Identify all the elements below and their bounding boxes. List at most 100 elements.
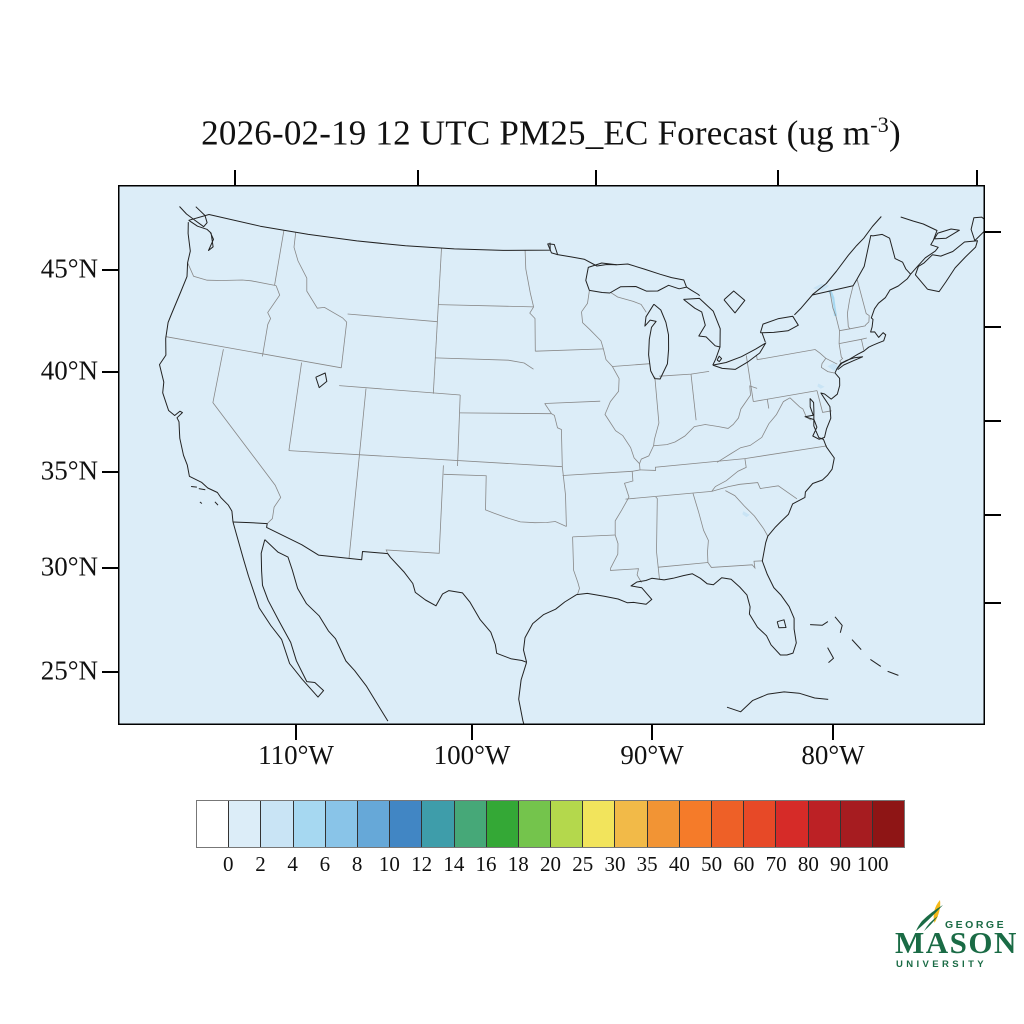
state-border bbox=[358, 388, 367, 460]
right-tick bbox=[985, 602, 1001, 604]
coastline bbox=[811, 216, 882, 296]
colorbar-cell bbox=[261, 801, 294, 847]
coastline bbox=[232, 521, 527, 663]
colorbar-cell bbox=[518, 801, 552, 847]
state-border bbox=[659, 371, 710, 377]
lake-outline bbox=[716, 355, 723, 363]
colorbar-cell bbox=[454, 801, 487, 847]
coastline bbox=[518, 662, 528, 725]
lat-tick bbox=[102, 671, 118, 673]
map-panel bbox=[118, 185, 985, 725]
state-border bbox=[839, 337, 867, 344]
state-border bbox=[288, 362, 302, 451]
colorbar-cell bbox=[229, 801, 262, 847]
coastline bbox=[810, 621, 829, 626]
coastline bbox=[794, 233, 911, 316]
state-border bbox=[348, 459, 360, 559]
state-border bbox=[432, 248, 442, 394]
state-border bbox=[789, 397, 812, 421]
lon-tick bbox=[651, 725, 653, 740]
map-background bbox=[118, 185, 985, 725]
state-border bbox=[753, 390, 818, 402]
colorbar-cell bbox=[712, 801, 745, 847]
colorbar-cell bbox=[679, 801, 712, 847]
state-border bbox=[459, 412, 552, 415]
colorbar-tick-label: 0 bbox=[222, 852, 234, 876]
top-tick bbox=[976, 170, 978, 185]
colorbar-tick-label: 30 bbox=[604, 852, 626, 876]
coastline bbox=[726, 691, 829, 713]
colorbar-cell bbox=[583, 801, 616, 847]
coastline bbox=[232, 521, 325, 698]
coastline bbox=[827, 647, 834, 663]
lake-outline bbox=[712, 342, 767, 370]
state-border bbox=[856, 279, 870, 322]
state-border bbox=[544, 403, 552, 414]
colorbar-tick-label: 18 bbox=[507, 852, 529, 876]
colorbar-tick-label: 35 bbox=[636, 852, 658, 876]
lake-outline bbox=[776, 619, 787, 629]
state-border bbox=[653, 376, 660, 446]
gmu-swoosh-icon bbox=[916, 900, 943, 931]
state-border bbox=[212, 349, 282, 524]
colorbar-tick-label: 50 bbox=[701, 852, 723, 876]
colorbar-tick-label: 8 bbox=[351, 852, 363, 876]
state-border bbox=[535, 348, 604, 352]
colorbar-cell bbox=[872, 801, 905, 847]
coastline bbox=[214, 501, 219, 506]
coastline bbox=[933, 228, 960, 240]
lat-tick-label: 35°N bbox=[40, 455, 98, 486]
gmu-logo-university: UNIVERSITY bbox=[896, 959, 988, 970]
coastline bbox=[188, 214, 551, 251]
top-tick bbox=[777, 170, 779, 185]
colorbar-tick-label: 12 bbox=[411, 852, 433, 876]
us-map bbox=[118, 185, 985, 725]
colorbar-tick-label: 10 bbox=[378, 852, 400, 876]
state-border bbox=[544, 400, 601, 404]
state-border bbox=[457, 394, 461, 467]
colorbar-tick-label: 6 bbox=[319, 852, 331, 876]
state-border bbox=[839, 321, 870, 332]
colorbar-tick-label: 40 bbox=[668, 852, 690, 876]
state-border bbox=[288, 450, 563, 468]
gmu-logo: GEORGE MASON UNIVERSITY bbox=[893, 900, 1016, 976]
coastline bbox=[834, 616, 843, 633]
lat-tick bbox=[102, 371, 118, 373]
state-border bbox=[339, 385, 461, 396]
state-border bbox=[340, 322, 348, 368]
pm-patch bbox=[817, 383, 825, 389]
lat-tick bbox=[102, 269, 118, 271]
state-border bbox=[529, 306, 536, 352]
state-border bbox=[561, 466, 567, 527]
state-border bbox=[625, 491, 712, 500]
figure-title: 2026-02-19 12 UTC PM25_EC Forecast (ug m… bbox=[201, 112, 901, 154]
lat-tick bbox=[102, 471, 118, 473]
coastline bbox=[547, 243, 559, 256]
state-border bbox=[581, 290, 590, 313]
lake-outline bbox=[683, 297, 721, 348]
colorbar-cell bbox=[390, 801, 423, 847]
coastline bbox=[914, 240, 978, 293]
lon-tick bbox=[295, 725, 297, 740]
state-border bbox=[551, 413, 563, 467]
colorbar-cell bbox=[551, 801, 584, 847]
colorbar-cell bbox=[325, 801, 358, 847]
pm-patch bbox=[827, 289, 837, 316]
state-border bbox=[690, 374, 697, 421]
state-border bbox=[655, 496, 660, 580]
lat-tick-label: 30°N bbox=[40, 551, 98, 582]
coastline bbox=[836, 273, 912, 370]
coastline bbox=[159, 222, 234, 523]
state-border bbox=[572, 534, 616, 538]
state-border bbox=[639, 458, 745, 471]
lon-tick bbox=[471, 725, 473, 740]
title-text: 2026-02-19 12 UTC PM25_EC Forecast (ug m bbox=[201, 113, 871, 153]
state-border bbox=[692, 493, 709, 563]
lake-outline bbox=[761, 332, 766, 343]
colorbar-tick-label: 16 bbox=[475, 852, 497, 876]
state-border bbox=[725, 490, 769, 537]
lake-outline bbox=[644, 303, 670, 380]
state-border bbox=[639, 385, 758, 464]
lon-tick bbox=[832, 725, 834, 740]
gmu-logo-mason: MASON bbox=[895, 925, 1018, 960]
